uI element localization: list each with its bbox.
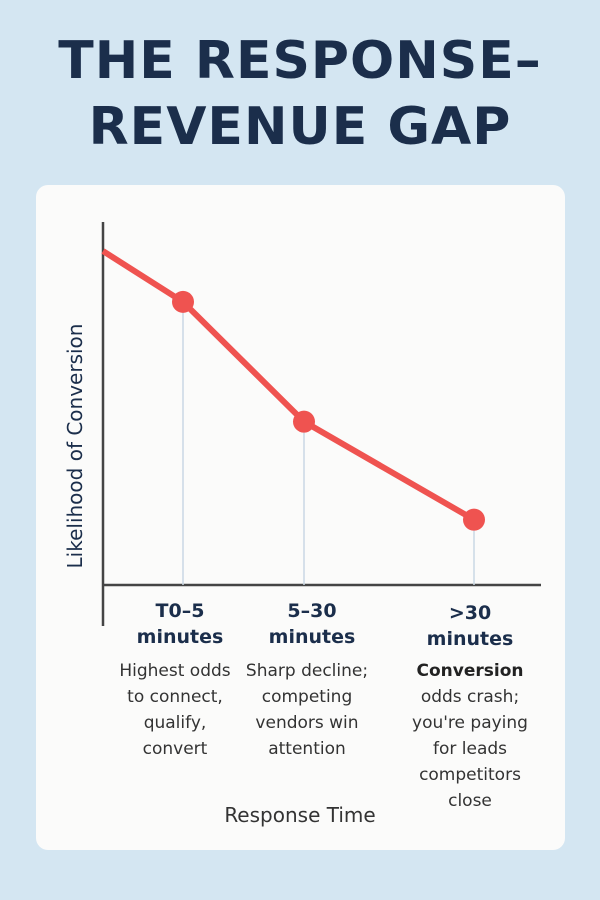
point	[463, 508, 485, 531]
note-text: odds crash; you're paying for leads comp…	[412, 687, 528, 811]
x-axis-label: Response Time	[224, 803, 376, 827]
note: Sharp decline; competing vendors win att…	[242, 658, 372, 762]
line	[101, 248, 476, 523]
x-tick-label: T0–5 minutes	[136, 600, 224, 648]
point	[293, 410, 315, 433]
x-tick-label: >30 minutes	[426, 602, 514, 650]
x-tick-label: 5–30 minutes	[268, 600, 356, 648]
note-text: Sharp decline; competing vendors win att…	[245, 661, 369, 759]
y-axis-label: Likelihood of Conversion	[63, 323, 87, 569]
note-text: Highest odds to connect, qualify, conver…	[119, 661, 231, 759]
title: THE RESPONSE–REVENUE GAP	[58, 31, 542, 157]
point	[172, 290, 194, 313]
note: Highest odds to connect, qualify, conver…	[110, 658, 240, 762]
note: Conversion odds crash; you're paying for…	[405, 658, 535, 814]
note-bold: Conversion	[416, 661, 524, 681]
